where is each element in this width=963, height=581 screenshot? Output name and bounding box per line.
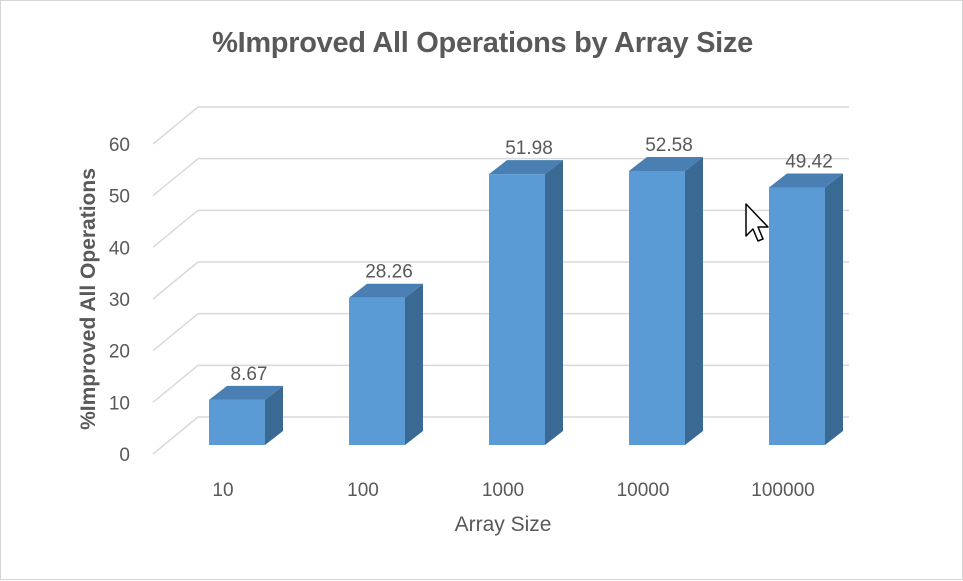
data-label: 51.98 <box>505 138 553 159</box>
y-tick-label: 30 <box>109 290 130 311</box>
data-label: 52.58 <box>645 135 693 156</box>
data-label: 49.42 <box>785 151 833 172</box>
arrow-cursor-icon <box>745 203 769 242</box>
x-tick-label: 100 <box>347 480 379 501</box>
chart-title: %Improved All Operations by Array Size <box>212 27 753 59</box>
y-axis-label: %Improved All Operations <box>77 168 100 430</box>
bar <box>629 156 703 446</box>
bar <box>489 160 563 445</box>
bar <box>769 173 843 445</box>
y-tick-label: 20 <box>109 342 130 363</box>
data-label: 8.67 <box>231 364 268 385</box>
x-tick-label: 100000 <box>751 480 814 501</box>
y-tick-label: 50 <box>109 187 130 208</box>
data-label: 28.26 <box>365 262 413 283</box>
bar <box>209 385 283 445</box>
y-tick-label: 40 <box>109 238 130 259</box>
y-tick-label: 10 <box>109 393 130 414</box>
x-tick-label: 10000 <box>617 480 670 501</box>
y-tick-label: 0 <box>119 445 130 466</box>
bar <box>349 283 423 445</box>
gridline <box>152 106 849 145</box>
y-tick-label: 60 <box>109 135 130 156</box>
x-tick-label: 10 <box>212 480 233 501</box>
gridline <box>152 157 849 197</box>
x-tick-label: 1000 <box>482 480 524 501</box>
x-axis-label: Array Size <box>454 513 552 536</box>
